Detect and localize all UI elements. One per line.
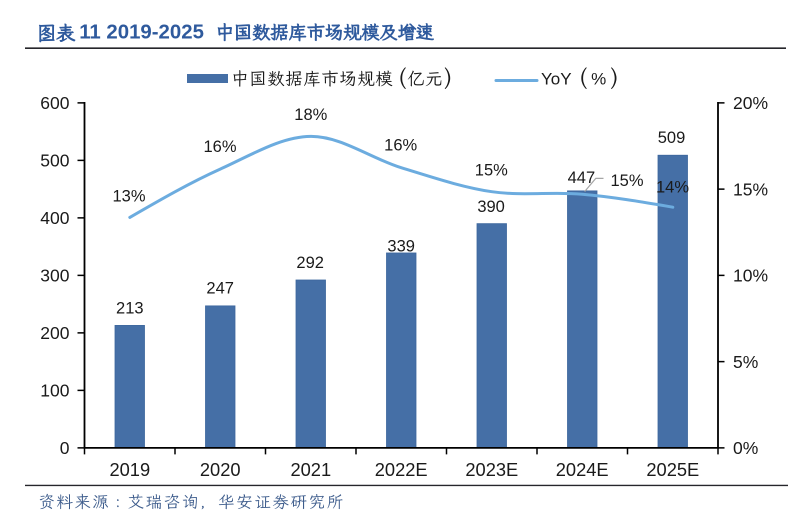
svg-text:5%: 5%: [733, 352, 758, 372]
svg-text:400: 400: [40, 208, 69, 228]
svg-text:2019: 2019: [109, 459, 150, 480]
svg-text:300: 300: [40, 266, 69, 286]
svg-text:447: 447: [568, 169, 596, 187]
svg-text:15%: 15%: [610, 172, 643, 190]
svg-text:13%: 13%: [112, 187, 145, 205]
svg-text:15%: 15%: [475, 161, 508, 179]
svg-text:390: 390: [477, 198, 505, 216]
svg-text:2025E: 2025E: [646, 459, 699, 480]
svg-text:16%: 16%: [384, 136, 417, 154]
svg-text:0%: 0%: [733, 438, 758, 458]
svg-text:20%: 20%: [733, 93, 768, 113]
svg-text:213: 213: [116, 299, 144, 317]
svg-text:YoY: YoY: [541, 69, 572, 88]
svg-text:509: 509: [658, 129, 686, 147]
svg-text:2020: 2020: [200, 459, 241, 480]
svg-text:15%: 15%: [733, 179, 768, 199]
svg-text:2024E: 2024E: [556, 459, 609, 480]
svg-text:11 2019-2025: 11 2019-2025: [79, 22, 204, 44]
svg-text:10%: 10%: [733, 266, 768, 286]
svg-text:292: 292: [296, 254, 324, 272]
svg-text:2023E: 2023E: [465, 459, 518, 480]
svg-text:18%: 18%: [294, 106, 327, 124]
svg-text:2021: 2021: [290, 459, 331, 480]
svg-text:%: %: [591, 69, 606, 88]
svg-text:500: 500: [40, 151, 69, 171]
svg-text:2022E: 2022E: [375, 459, 428, 480]
svg-text:247: 247: [206, 280, 234, 298]
svg-text:200: 200: [40, 323, 69, 343]
svg-text:339: 339: [387, 238, 415, 256]
svg-text:100: 100: [40, 381, 69, 401]
svg-text:14%: 14%: [656, 178, 689, 196]
svg-text:0: 0: [60, 438, 70, 458]
svg-text:600: 600: [40, 93, 69, 113]
svg-text:16%: 16%: [203, 138, 236, 156]
